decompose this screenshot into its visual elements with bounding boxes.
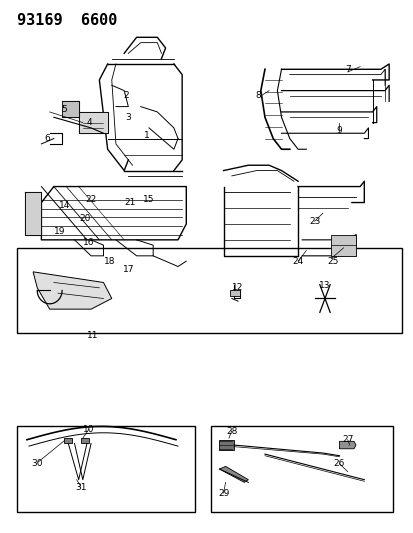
Text: 5: 5 — [61, 105, 67, 114]
Text: 23: 23 — [308, 217, 320, 225]
Bar — [17, 248, 401, 333]
Text: 22: 22 — [85, 196, 97, 204]
Text: 8: 8 — [255, 92, 261, 100]
Text: 7: 7 — [344, 65, 350, 74]
Text: 6: 6 — [45, 134, 50, 143]
Text: 27: 27 — [341, 435, 353, 444]
Text: 16: 16 — [83, 238, 95, 247]
Text: 25: 25 — [327, 257, 338, 265]
Text: 24: 24 — [292, 257, 303, 265]
Text: 30: 30 — [31, 459, 43, 468]
Polygon shape — [219, 466, 248, 482]
Bar — [17, 426, 194, 512]
Text: 93169  6600: 93169 6600 — [17, 13, 116, 28]
Text: 1: 1 — [144, 132, 150, 140]
Text: 20: 20 — [79, 214, 90, 223]
Text: 29: 29 — [217, 489, 229, 497]
Text: 19: 19 — [54, 228, 66, 236]
Text: 31: 31 — [75, 483, 86, 492]
Bar — [211, 426, 392, 512]
Text: 14: 14 — [58, 201, 70, 209]
Polygon shape — [78, 112, 107, 133]
Polygon shape — [33, 272, 112, 309]
Text: 2: 2 — [123, 92, 129, 100]
Text: 4: 4 — [86, 118, 92, 127]
Text: 28: 28 — [225, 427, 237, 436]
Polygon shape — [229, 290, 240, 296]
Text: 21: 21 — [124, 198, 136, 207]
Text: 15: 15 — [143, 196, 154, 204]
Polygon shape — [25, 192, 41, 235]
Text: 3: 3 — [125, 113, 131, 122]
Text: 18: 18 — [104, 257, 115, 265]
Text: 10: 10 — [83, 425, 95, 433]
Text: 13: 13 — [318, 281, 330, 289]
Text: 17: 17 — [122, 265, 134, 273]
Text: 26: 26 — [333, 459, 344, 468]
Polygon shape — [64, 438, 72, 443]
Text: 12: 12 — [232, 284, 243, 292]
Polygon shape — [219, 440, 233, 450]
Polygon shape — [330, 235, 355, 256]
Text: 11: 11 — [87, 332, 99, 340]
Polygon shape — [339, 441, 355, 449]
Polygon shape — [62, 101, 78, 117]
Polygon shape — [81, 438, 89, 443]
Text: 9: 9 — [336, 126, 342, 135]
